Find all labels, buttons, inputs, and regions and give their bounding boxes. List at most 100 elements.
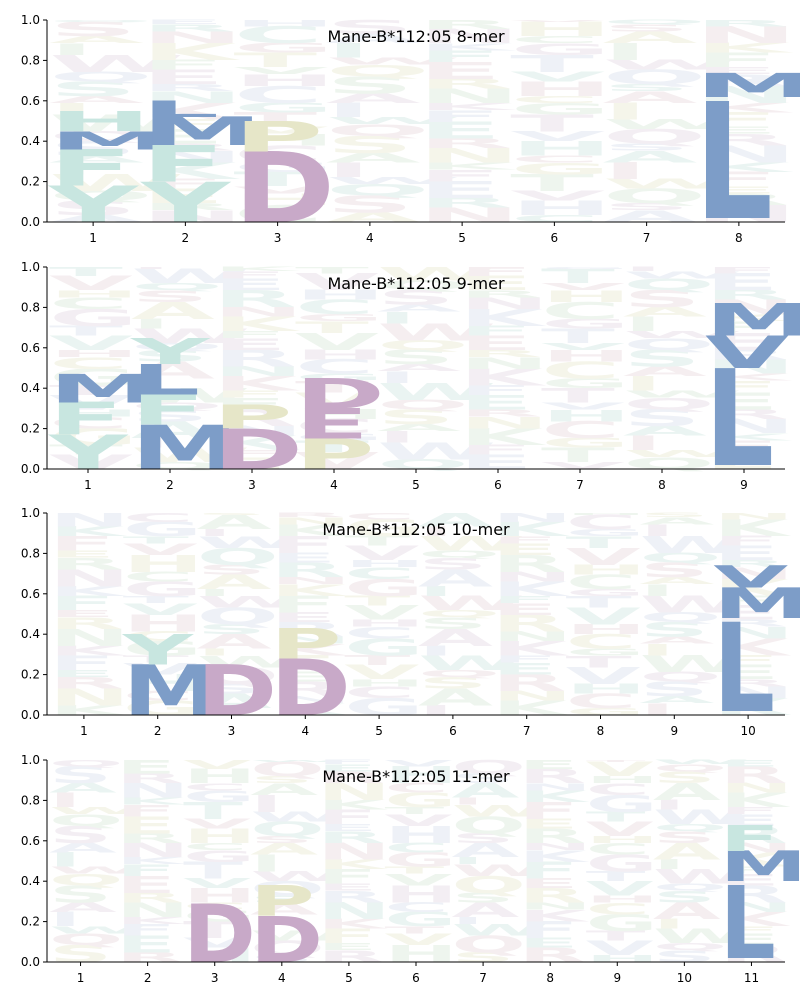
background-letter: I — [131, 267, 171, 270]
background-letter: F — [492, 654, 558, 665]
logo-letter: V — [705, 327, 789, 379]
background-letter: W — [250, 869, 347, 884]
background-letter: Q — [377, 278, 469, 293]
logo-panel: SQWIASQWIASQWIASQREFKNREFKNREFKNREHVTGCH… — [21, 753, 800, 985]
background-letter: V — [541, 460, 626, 471]
background-letter: N — [141, 88, 244, 107]
background-letter: T — [541, 265, 615, 288]
background-letter: C — [49, 294, 128, 313]
background-letter: A — [197, 630, 272, 653]
background-letter: T — [384, 924, 444, 935]
background-letter: F — [492, 534, 558, 545]
background-letter: N — [213, 364, 304, 379]
background-letter: H — [344, 618, 425, 629]
background-letter: F — [519, 917, 579, 944]
background-letter: E — [720, 930, 780, 949]
background-letter: V — [566, 603, 642, 630]
background-letter: K — [213, 373, 301, 396]
background-letter: S — [603, 22, 691, 33]
background-letter: A — [49, 781, 118, 796]
background-letter: C — [586, 840, 650, 859]
background-letter: I — [49, 848, 82, 871]
background-letter: N — [713, 564, 794, 583]
background-letter: G — [123, 518, 203, 541]
background-letter: H — [49, 408, 140, 419]
background-letter: K — [317, 797, 388, 812]
background-letter: N — [213, 305, 304, 320]
background-letter: A — [653, 839, 721, 866]
background-letter: N — [492, 689, 573, 704]
logo-letter: D — [213, 418, 303, 482]
background-letter: Q — [197, 603, 279, 630]
background-letter: I — [250, 910, 283, 937]
background-letter: V — [234, 184, 329, 195]
background-letter: S — [603, 82, 691, 93]
background-letter: V — [541, 281, 626, 292]
y-tick-label: 0.0 — [21, 708, 40, 722]
background-letter: W — [377, 438, 496, 465]
background-letter: A — [603, 28, 698, 47]
background-letter: K — [492, 578, 571, 601]
background-letter: T — [183, 858, 243, 885]
background-letter: T — [123, 654, 189, 665]
background-letter: K — [141, 39, 240, 66]
background-letter: N — [459, 294, 550, 313]
background-letter: Q — [197, 663, 279, 690]
background-letter: W — [377, 379, 496, 406]
logo-panel: VTGCHVTGCHVTGCHVTQWIASQWIASQWIASQWIEFKNR… — [21, 260, 800, 497]
background-letter: Q — [623, 275, 715, 294]
background-letter: W — [49, 170, 184, 197]
background-letter: S — [603, 141, 691, 152]
background-letter: Q — [603, 19, 707, 26]
background-letter: W — [653, 806, 750, 829]
background-letter: R — [213, 345, 296, 372]
background-letter: Q — [639, 610, 721, 625]
background-letter: C — [344, 511, 415, 521]
background-letter: S — [653, 828, 716, 847]
background-letter: E — [705, 448, 779, 475]
background-letter: R — [695, 131, 789, 150]
background-letter: Q — [197, 544, 279, 571]
background-letter: W — [377, 264, 497, 286]
background-letter: W — [377, 319, 496, 346]
background-letter: Q — [131, 281, 223, 292]
y-tick-label: 0.6 — [21, 341, 40, 355]
background-letter: F — [713, 653, 779, 668]
background-letter: A — [326, 210, 422, 225]
background-letter: E — [418, 58, 502, 85]
background-letter: S — [418, 674, 488, 693]
background-letter: G — [541, 267, 630, 270]
background-letter: S — [197, 513, 267, 516]
background-letter: K — [270, 640, 348, 659]
background-letter: E — [519, 876, 579, 891]
background-letter: F — [695, 109, 779, 132]
logo-letter: P — [213, 398, 292, 437]
background-letter: N — [116, 839, 189, 862]
background-letter: V — [183, 936, 252, 951]
background-letter: K — [418, 41, 517, 52]
background-letter: W — [639, 532, 746, 559]
background-letter: W — [197, 533, 304, 552]
background-letter: N — [705, 356, 796, 379]
background-letter: T — [510, 170, 594, 197]
background-letter: F — [459, 265, 533, 279]
background-letter: Q — [452, 872, 526, 899]
background-letter: H — [566, 513, 647, 516]
background-letter: F — [705, 318, 779, 337]
background-letter: R — [116, 890, 183, 905]
background-letter: V — [586, 937, 654, 960]
background-letter: G — [566, 706, 646, 717]
background-letter: S — [653, 887, 716, 906]
background-letter: S — [197, 563, 267, 578]
background-letter: F — [49, 652, 115, 675]
background-letter: T — [566, 652, 633, 671]
background-letter: R — [720, 882, 787, 909]
background-letter: C — [123, 629, 194, 644]
background-letter: E — [116, 813, 176, 840]
background-letter: F — [317, 759, 377, 766]
background-letter: R — [459, 288, 542, 299]
background-letter: R — [720, 762, 787, 789]
x-tick-label: 2 — [154, 724, 162, 738]
background-letter: T — [541, 384, 615, 407]
background-letter: K — [49, 524, 127, 539]
